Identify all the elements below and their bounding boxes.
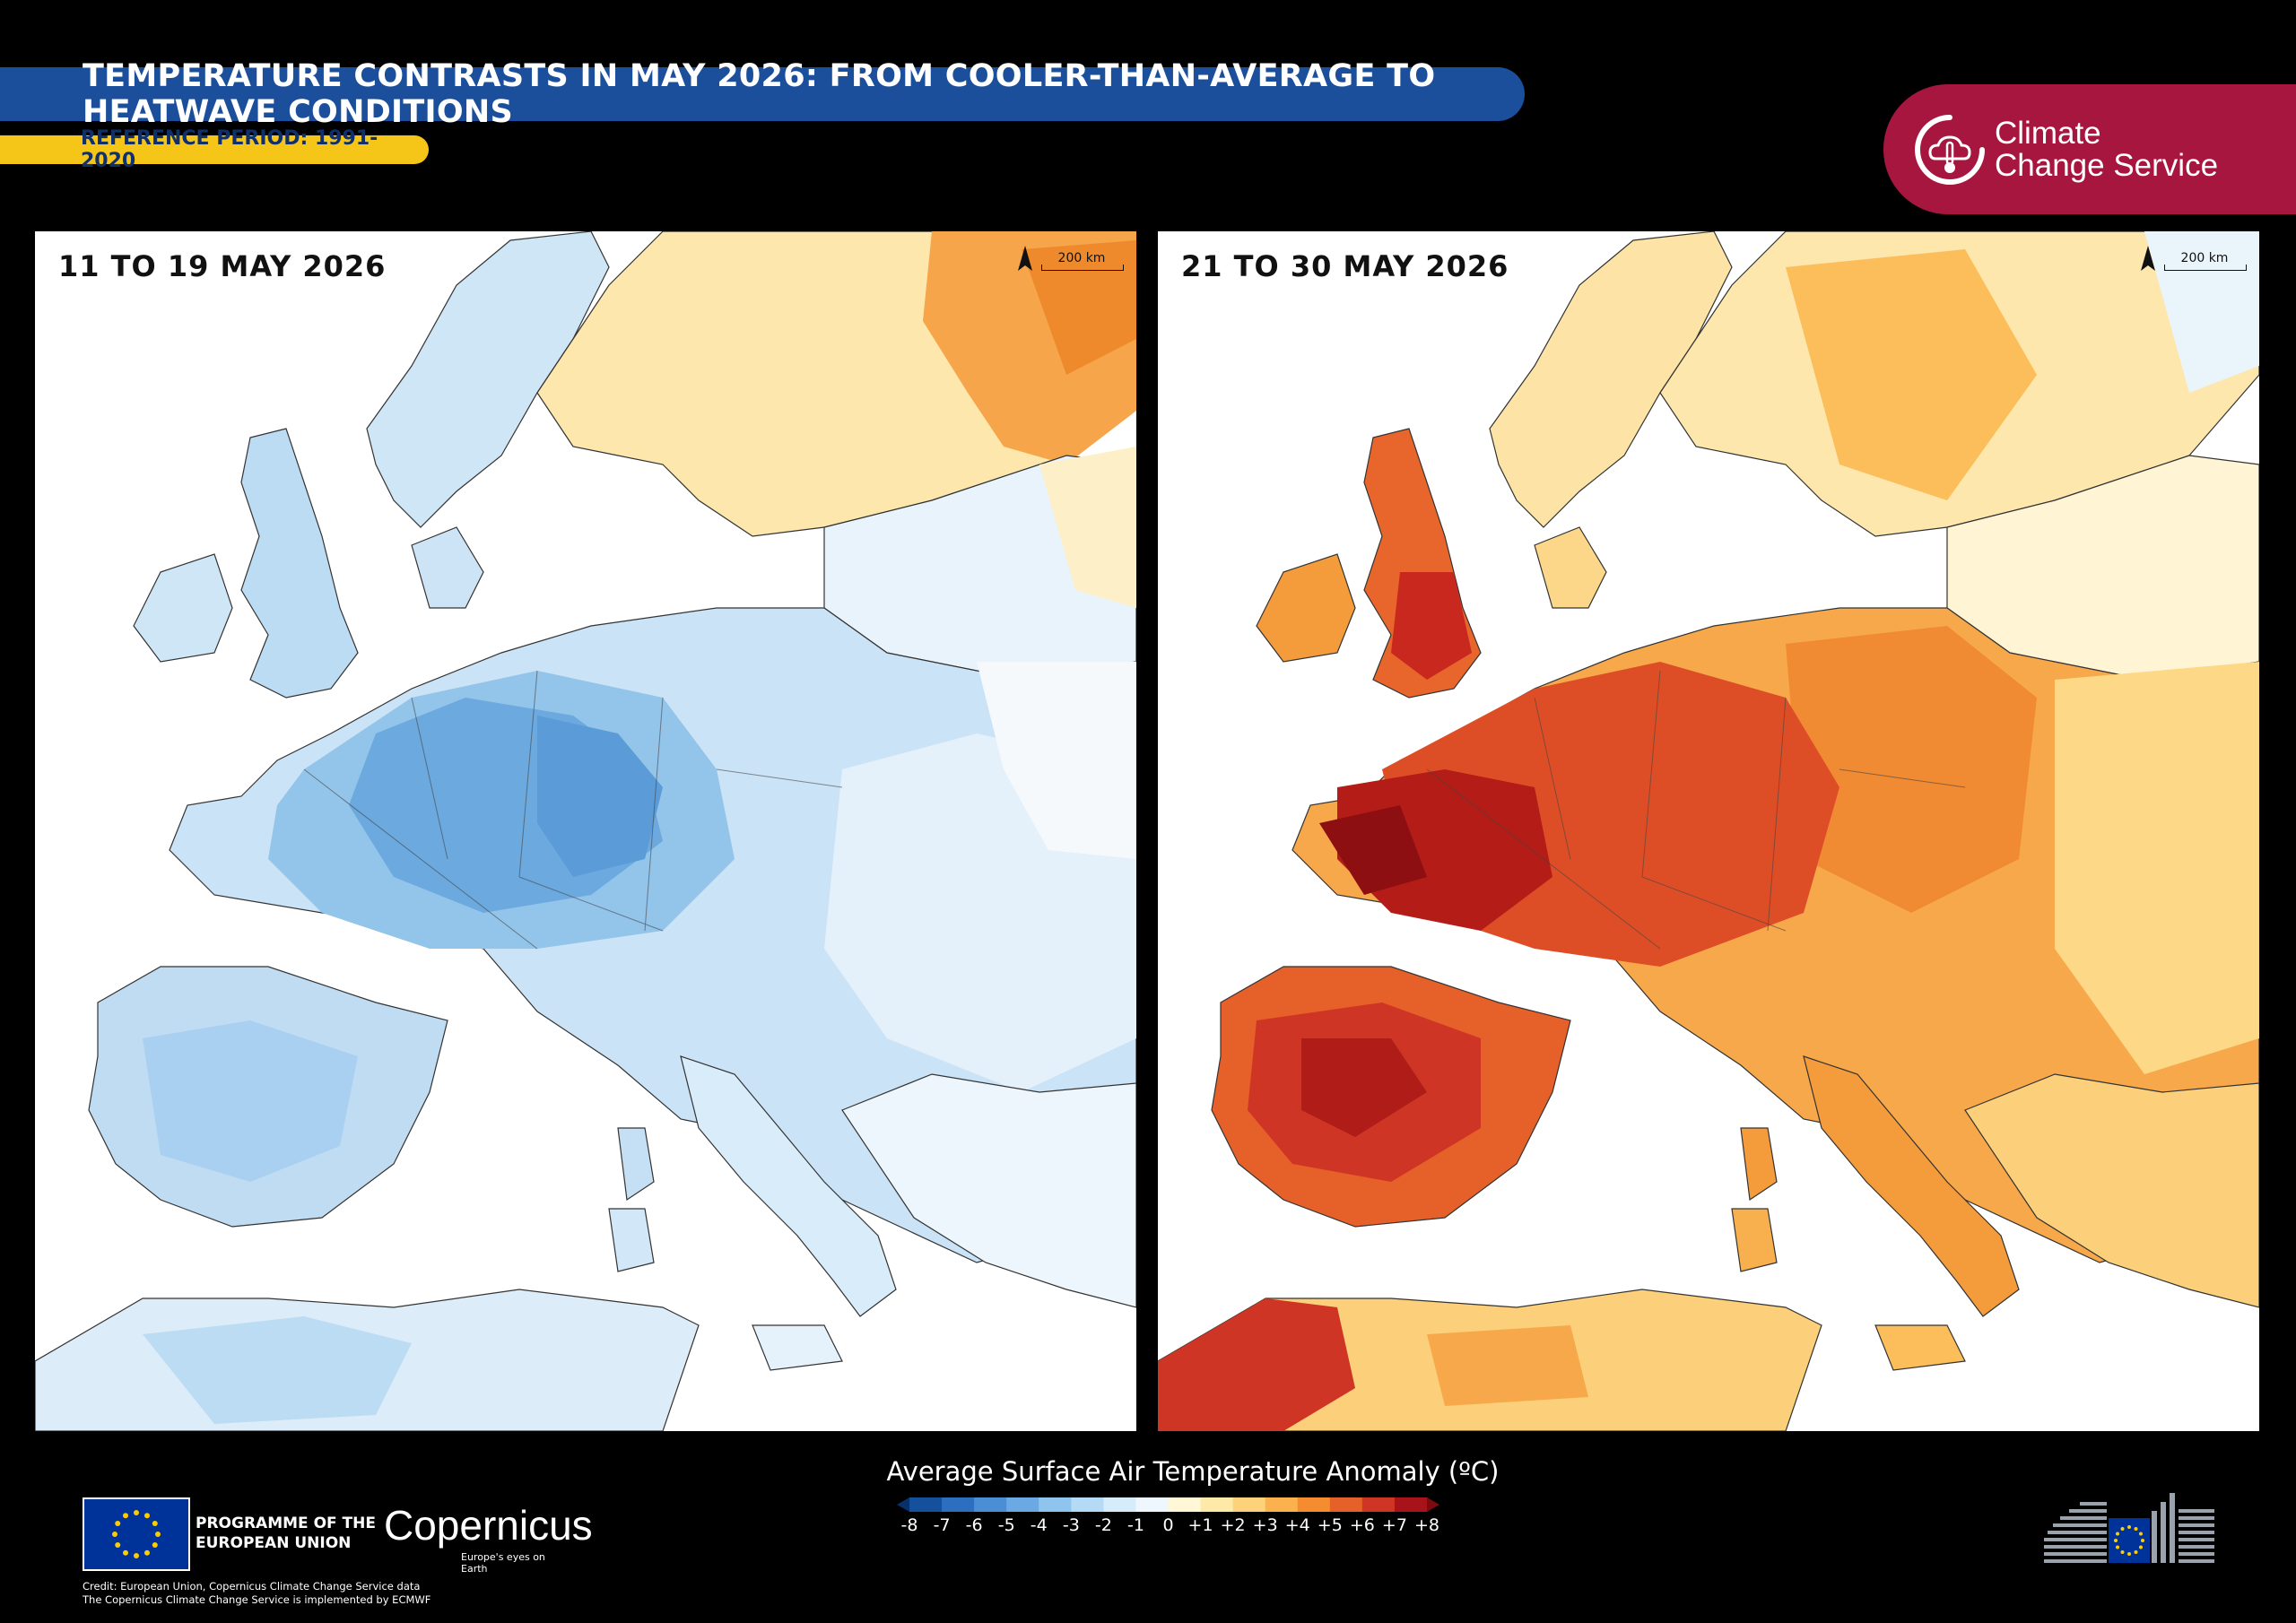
legend-color-segment (1200, 1497, 1234, 1512)
north-arrow-icon (2141, 246, 2155, 271)
legend-color-segment (1394, 1497, 1428, 1512)
north-arrow-icon (1018, 246, 1032, 271)
eu-star (2116, 1545, 2120, 1549)
eu-star (2141, 1539, 2144, 1542)
eu-star (2134, 1549, 2138, 1554)
eu-star (2138, 1532, 2143, 1536)
legend-color-segment (1265, 1497, 1299, 1512)
eu-star (2120, 1549, 2125, 1554)
eu-star (123, 1513, 128, 1519)
legend-tick-label: -1 (1126, 1515, 1144, 1535)
climate-change-service-logo-icon (1915, 114, 1985, 185)
eu-star (2127, 1552, 2131, 1556)
legend-color-segment (942, 1497, 975, 1512)
scale-label: 200 km (1057, 251, 1106, 265)
eu-star (144, 1513, 150, 1519)
legend-tick-label: -3 (1062, 1515, 1080, 1535)
eu-flag-icon (83, 1497, 190, 1571)
eu-star (152, 1542, 158, 1548)
eu-star (112, 1532, 117, 1537)
eu-star (2134, 1527, 2138, 1532)
legend-title: Average Surface Air Temperature Anomaly … (886, 1456, 1500, 1487)
credit-text: Credit: European Union, Copernicus Clima… (83, 1580, 430, 1607)
legend-tick-label: 0 (1162, 1515, 1174, 1535)
credit-line1: Credit: European Union, Copernicus Clima… (83, 1580, 421, 1593)
legend-tick-label: +3 (1252, 1515, 1278, 1535)
programme-line2: EUROPEAN UNION (196, 1534, 352, 1552)
eu-star (2116, 1532, 2120, 1536)
reference-period: REFERENCE PERIOD: 1991-2020 (81, 127, 378, 172)
credit-line2: The Copernicus Climate Change Service is… (83, 1593, 431, 1606)
legend-color-segment (1103, 1497, 1136, 1512)
map-title: TEMPERATURE CONTRASTS IN MAY 2026: FROM … (83, 58, 1436, 130)
legend-over-triangle (1427, 1497, 1439, 1512)
legend-tick-label: +1 (1187, 1515, 1213, 1535)
scale-line (2164, 265, 2247, 271)
legend-ticks: -8 -7 -6 -5 -4 -3 -2 -1 0 +1 +2 +3 +4 +5 +6 +7 +8 (897, 1515, 1439, 1541)
c3s-line1: Climate (1995, 115, 2101, 151)
subtitle-banner: REFERENCE PERIOD: 1991-2020 (0, 127, 429, 172)
climate-change-service-badge: Climate Change Service (1883, 84, 2296, 214)
panel-label-second-period: 21 TO 30 MAY 2026 (1181, 249, 1509, 283)
legend-color-segment (1361, 1497, 1396, 1512)
c3s-line2: Change Service (1995, 147, 2219, 183)
eu-star (2127, 1525, 2131, 1529)
legend-tick-label: +8 (1413, 1515, 1440, 1535)
legend-tick-label: +4 (1284, 1515, 1310, 1535)
map-panel-cool: 11 TO 19 MAY 2026 200 km (35, 231, 1136, 1431)
map-panel-warm: 21 TO 30 MAY 2026 200 km (1158, 231, 2259, 1431)
legend-color-segment (1006, 1497, 1039, 1512)
panel-label-first-period: 11 TO 19 MAY 2026 (58, 249, 387, 283)
legend-color-segment (974, 1497, 1007, 1512)
copernicus-name: Copernicus (384, 1502, 593, 1549)
eu-star (2114, 1539, 2118, 1542)
legend-colorbar (897, 1497, 1439, 1512)
eu-star (152, 1521, 158, 1526)
copernicus-tagline: Europe's eyes on Earth (461, 1551, 545, 1575)
anomaly-map-cool (35, 231, 1136, 1431)
eu-star (115, 1542, 121, 1548)
legend-tick-label: +6 (1349, 1515, 1375, 1535)
legend-tick-label: -4 (1030, 1515, 1048, 1535)
programme-label: PROGRAMME OF THE EUROPEAN UNION (196, 1514, 376, 1553)
programme-line1: PROGRAMME OF THE (196, 1515, 376, 1532)
legend-tick-label: -8 (900, 1515, 918, 1535)
legend-color-segment (1071, 1497, 1104, 1512)
scale-bar: 200 km (1039, 251, 1124, 271)
copernicus-logo: Copernicus Europe's eyes on Earth (384, 1496, 593, 1575)
legend-tick-label: -7 (933, 1515, 951, 1535)
eu-star (123, 1549, 128, 1556)
anomaly-map-warm (1158, 231, 2259, 1431)
eu-star (2120, 1527, 2125, 1532)
eu-star (144, 1549, 150, 1556)
scale-bar: 200 km (2162, 251, 2247, 271)
eu-star (115, 1521, 121, 1526)
eu-star (2138, 1545, 2143, 1549)
legend-tick-label: -5 (997, 1515, 1015, 1535)
eu-star (155, 1532, 161, 1537)
eu-star (134, 1510, 139, 1515)
legend-tick-label: -2 (1094, 1515, 1112, 1535)
legend-tick-label: +2 (1220, 1515, 1246, 1535)
legend-color-segment (1329, 1497, 1363, 1512)
legend-color-segment (1039, 1497, 1072, 1512)
legend-color-segment (1168, 1497, 1202, 1512)
eu-star (134, 1553, 139, 1558)
european-commission-logo-icon (2044, 1493, 2214, 1563)
title-banner: TEMPERATURE CONTRASTS IN MAY 2026: FROM … (0, 58, 1525, 130)
legend-color-segment (1297, 1497, 1331, 1512)
legend-tick-label: -6 (965, 1515, 983, 1535)
scale-label: 200 km (2180, 251, 2229, 265)
legend-color-segment (909, 1497, 943, 1512)
scale-line (1041, 265, 1124, 271)
legend-color-segment (1135, 1497, 1169, 1512)
legend-color-segment (1232, 1497, 1266, 1512)
legend-under-triangle (897, 1497, 909, 1512)
legend-tick-label: +5 (1317, 1515, 1343, 1535)
legend-tick-label: +7 (1381, 1515, 1407, 1535)
